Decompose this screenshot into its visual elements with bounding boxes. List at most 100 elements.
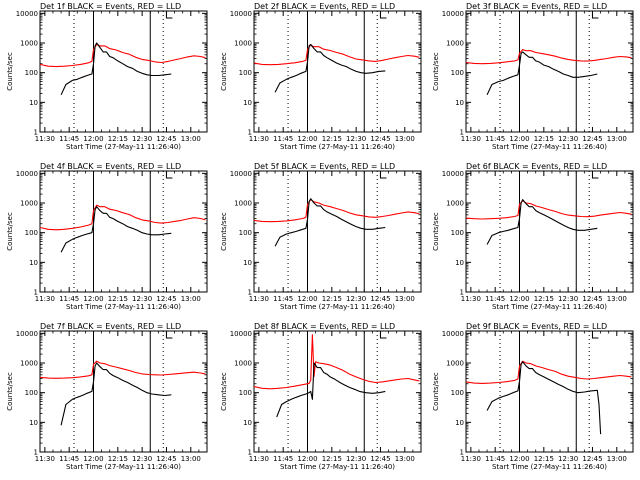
x-tick-label: 12:15 [322, 295, 342, 303]
x-axis-label: Start Time (27-May-11 11:26:40) [66, 303, 181, 311]
x-axis-label: Start Time (27-May-11 11:26:40) [66, 463, 181, 471]
x-tick-label: 12:15 [108, 455, 128, 463]
series-line-events [486, 199, 598, 245]
x-tick-label: 12:45 [370, 295, 390, 303]
x-tick-label: 11:30 [249, 295, 269, 303]
series-line-lld [253, 199, 420, 223]
x-tick-label: 12:45 [370, 135, 390, 143]
x-axis-label: Start Time (27-May-11 11:26:40) [66, 143, 181, 151]
series-line-events [276, 362, 386, 418]
series-line-events [60, 206, 172, 253]
y-tick-label: 10000 [442, 170, 464, 178]
plot-frame [465, 170, 634, 293]
x-tick-label: 12:15 [534, 455, 554, 463]
x-tick-label: 12:30 [132, 295, 152, 303]
interval-bracket [591, 172, 599, 179]
y-axis-label: Counts/sec [220, 212, 228, 251]
chart-panel-1: Det 1f BLACK = Events, RED = LLD 1 10 100 10… [6, 2, 208, 151]
x-tick-label: 11:30 [461, 135, 481, 143]
x-tick-label: 12:00 [297, 455, 317, 463]
x-tick-label: 12:45 [156, 455, 176, 463]
y-tick-label: 10000 [442, 10, 464, 18]
series-line-events [486, 361, 602, 435]
x-tick-label: 12:00 [83, 455, 103, 463]
x-tick-label: 11:45 [485, 135, 505, 143]
chart-title: Det 3f BLACK = Events, RED = LLD [466, 2, 607, 11]
x-tick-label: 13:00 [395, 135, 415, 143]
y-tick-label: 100 [451, 229, 464, 237]
chart-panel-5: Det 5f BLACK = Events, RED = LLD 1 10 100 10… [220, 162, 422, 311]
x-tick-label: 12:30 [558, 135, 578, 143]
x-tick-label: 12:15 [534, 135, 554, 143]
y-tick-label: 1000 [234, 200, 252, 208]
plot-frame [465, 330, 634, 453]
x-tick-label: 13:00 [181, 135, 201, 143]
series-line-events [274, 43, 386, 93]
y-tick-label: 1000 [20, 200, 38, 208]
y-tick-label: 100 [239, 229, 252, 237]
y-tick-label: 10000 [230, 330, 252, 338]
chart-panel-6: Det 6f BLACK = Events, RED = LLD 1 10 100 10… [432, 162, 634, 311]
y-tick-label: 100 [451, 389, 464, 397]
series-line-lld [39, 360, 206, 379]
chart-panel-2: Det 2f BLACK = Events, RED = LLD 1 10 100 10… [220, 2, 422, 151]
series-line-events [274, 198, 386, 247]
y-tick-label: 1000 [20, 360, 38, 368]
chart-title: Det 1f BLACK = Events, RED = LLD [40, 2, 181, 11]
x-tick-label: 13:00 [607, 455, 627, 463]
plot-frame [465, 10, 634, 133]
interval-bracket [165, 172, 173, 179]
x-tick-label: 12:30 [558, 295, 578, 303]
chart-panel-4: Det 4f BLACK = Events, RED = LLD 1 10 100 10… [6, 162, 208, 311]
x-tick-label: 11:30 [249, 455, 269, 463]
y-tick-label: 10 [455, 259, 464, 267]
y-axis-label: Counts/sec [6, 52, 14, 91]
x-axis-label: Start Time (27-May-11 11:26:40) [492, 143, 607, 151]
y-axis-label: Counts/sec [220, 52, 228, 91]
series-line-events [60, 42, 172, 96]
y-axis-label: Counts/sec [432, 372, 440, 411]
x-tick-label: 13:00 [607, 295, 627, 303]
y-tick-label: 1 [248, 289, 252, 297]
y-tick-label: 1 [34, 449, 38, 457]
x-tick-label: 12:15 [322, 135, 342, 143]
x-tick-label: 11:45 [59, 135, 79, 143]
y-tick-label: 100 [25, 69, 38, 77]
plot-frame [39, 170, 208, 293]
chart-title: Det 5f BLACK = Events, RED = LLD [254, 162, 395, 171]
x-tick-label: 12:15 [108, 295, 128, 303]
y-tick-label: 1 [34, 129, 38, 137]
x-axis-label: Start Time (27-May-11 11:26:40) [280, 463, 395, 471]
y-tick-label: 1 [460, 449, 464, 457]
series-line-lld [39, 204, 206, 231]
x-tick-label: 12:00 [83, 295, 103, 303]
series-line-lld [253, 44, 420, 66]
x-axis-label: Start Time (27-May-11 11:26:40) [280, 303, 395, 311]
series-line-events [60, 362, 172, 426]
x-tick-label: 13:00 [395, 295, 415, 303]
x-tick-label: 11:45 [485, 455, 505, 463]
chart-panel-3: Det 3f BLACK = Events, RED = LLD 1 10 100 10… [432, 2, 634, 151]
y-tick-label: 100 [239, 69, 252, 77]
chart-panel-7: Det 7f BLACK = Events, RED = LLD 1 10 100 10… [6, 322, 208, 471]
x-tick-label: 12:30 [346, 455, 366, 463]
y-tick-label: 100 [25, 229, 38, 237]
x-tick-label: 12:15 [108, 135, 128, 143]
y-tick-label: 10000 [442, 330, 464, 338]
x-axis-label: Start Time (27-May-11 11:26:40) [280, 143, 395, 151]
x-tick-label: 12:30 [346, 295, 366, 303]
x-tick-label: 11:45 [273, 455, 293, 463]
x-tick-label: 13:00 [181, 455, 201, 463]
x-tick-label: 11:30 [461, 455, 481, 463]
series-line-lld [39, 43, 206, 68]
y-axis-label: Counts/sec [220, 372, 228, 411]
x-tick-label: 12:45 [582, 295, 602, 303]
y-tick-label: 10000 [230, 10, 252, 18]
plot-frame [253, 330, 422, 453]
interval-bracket [591, 12, 599, 19]
y-axis-label: Counts/sec [6, 372, 14, 411]
x-tick-label: 12:00 [509, 295, 529, 303]
x-tick-label: 11:30 [35, 455, 55, 463]
x-tick-label: 12:15 [534, 295, 554, 303]
